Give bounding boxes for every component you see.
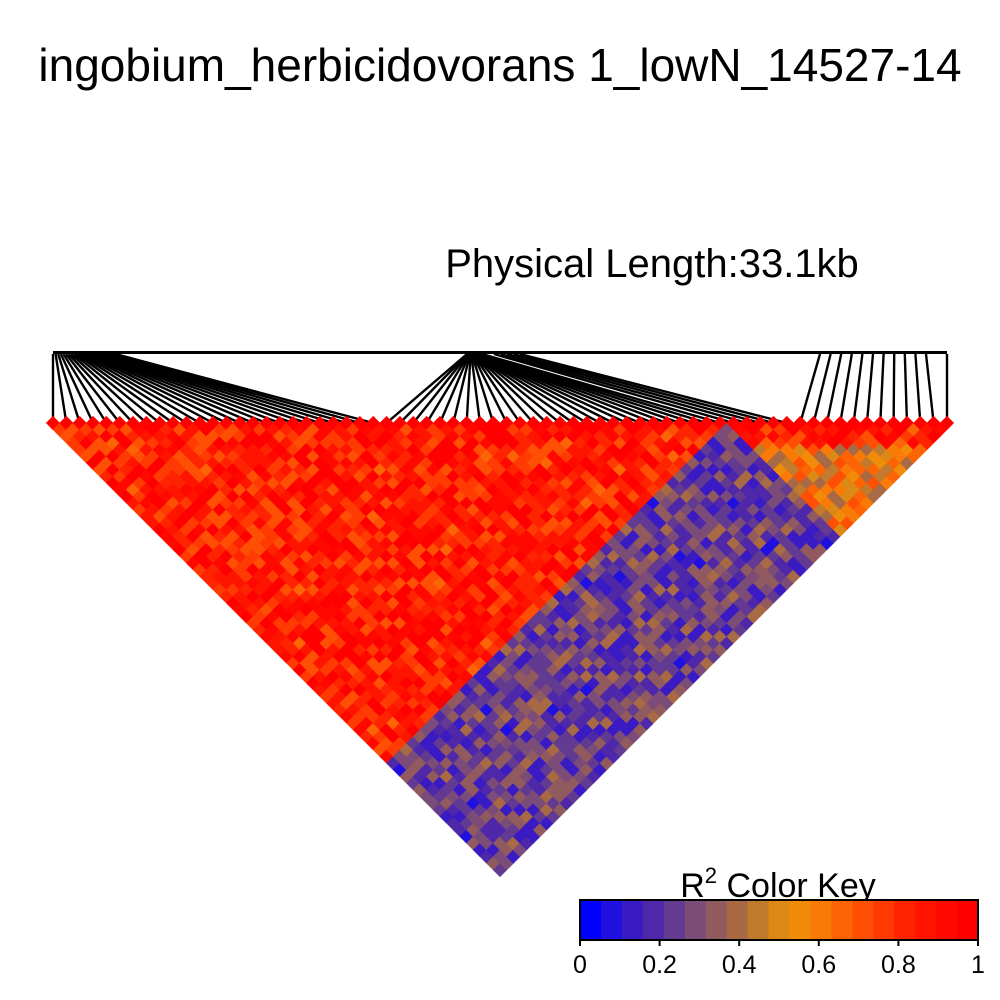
- color-key-swatches: [580, 900, 979, 940]
- snp-connector-line: [94, 352, 267, 425]
- color-key-swatch: [621, 900, 644, 940]
- color-key-swatch: [873, 900, 895, 940]
- color-key-tick-label: 0.6: [801, 951, 836, 979]
- snp-connector-line: [412, 353, 470, 424]
- snp-connector-line: [88, 352, 241, 425]
- color-key-ticks: 0 0.2 0.4 0.6 0.8 1: [573, 940, 985, 979]
- snp-connector-line: [99, 352, 294, 425]
- snp-connector-line: [54, 353, 68, 424]
- color-key-title-main: R: [680, 867, 705, 905]
- color-key-swatch: [642, 900, 665, 940]
- color-key-swatch: [789, 900, 811, 940]
- snp-connector-line: [493, 352, 734, 425]
- color-key: R2 Color Key 0 0.2 0.4 0.6 0.8 1: [573, 863, 985, 979]
- snp-connector-line: [107, 352, 334, 425]
- snp-connector-line: [57, 353, 81, 424]
- snp-connector-line: [812, 353, 832, 424]
- snp-connector-line: [472, 353, 535, 424]
- snp-connector-line: [73, 353, 161, 424]
- snp-connector-line: [470, 353, 482, 424]
- color-key-swatch: [915, 900, 937, 940]
- color-key-tick-label: 0.8: [881, 951, 916, 979]
- color-key-swatch: [852, 900, 874, 940]
- snp-connector-lines: [51, 352, 949, 425]
- chart-title: ingobium_herbicidovorans 1_lowN_14527-14: [38, 39, 962, 91]
- snp-connector-line: [91, 352, 254, 425]
- snp-connector-line: [80, 352, 201, 425]
- color-key-title-rest: Color Key: [717, 867, 876, 905]
- snp-connector-line: [914, 353, 922, 424]
- snp-connector-line: [470, 353, 495, 424]
- snp-connector-line: [852, 353, 864, 424]
- snp-connector-line: [519, 352, 788, 425]
- color-key-swatch: [831, 900, 853, 940]
- snp-connector-line: [865, 353, 875, 424]
- snp-connector-line: [513, 352, 774, 425]
- snp-connector-line: [62, 353, 108, 424]
- ld-cells: [45, 415, 955, 878]
- color-key-tick-label: 1: [971, 951, 985, 979]
- color-key-border: [579, 899, 979, 941]
- color-key-swatch: [726, 900, 749, 940]
- physical-length-label: Physical Length:33.1kb: [445, 242, 859, 286]
- snp-connector-line: [67, 353, 134, 424]
- snp-connector-line: [471, 353, 508, 424]
- snp-connector-line: [903, 353, 909, 424]
- snp-position-axis: [53, 351, 947, 354]
- snp-connector-line: [475, 352, 588, 425]
- color-key-swatch: [810, 900, 832, 940]
- color-key-title-sup: 2: [705, 863, 717, 888]
- color-key-swatch: [747, 900, 770, 940]
- snp-connector-line: [474, 353, 575, 424]
- color-key-title: R2 Color Key: [680, 863, 876, 905]
- snp-connector-line: [104, 352, 321, 425]
- snp-connector-line: [476, 352, 601, 425]
- snp-connector-line: [825, 353, 843, 424]
- snp-connector-line: [892, 353, 896, 424]
- color-key-tick-label: 0: [573, 951, 587, 979]
- color-key-tick-label: 0.4: [722, 951, 757, 979]
- snp-connector-line: [799, 353, 822, 424]
- snp-connector-line: [96, 352, 281, 425]
- snp-connector-line: [839, 353, 853, 424]
- color-key-swatch: [684, 900, 707, 940]
- snp-connector-line: [481, 352, 721, 425]
- snp-connector-line: [59, 353, 95, 424]
- snp-connector-line: [506, 352, 761, 425]
- color-key-swatch: [936, 900, 958, 940]
- snp-connector-line: [102, 352, 307, 425]
- color-key-tick-label: 0.2: [642, 951, 677, 979]
- color-key-swatch: [600, 900, 623, 940]
- color-key-swatch: [663, 900, 686, 940]
- snp-connector-line: [385, 353, 468, 424]
- snp-connector-line: [399, 353, 469, 424]
- snp-connector-line: [465, 353, 472, 424]
- color-key-swatch: [768, 900, 790, 940]
- snp-connector-line: [86, 352, 227, 425]
- color-key-swatch: [957, 900, 979, 940]
- snp-connector-line: [924, 353, 935, 424]
- snp-connector-line: [474, 353, 561, 424]
- snp-connector-line: [65, 353, 121, 424]
- snp-connector-line: [78, 352, 188, 425]
- color-key-swatch: [894, 900, 916, 940]
- ld-cell: [939, 415, 955, 431]
- snp-connector-line: [75, 353, 174, 424]
- color-key-swatch: [580, 900, 602, 940]
- snp-connector-line: [438, 353, 471, 424]
- snp-connector-line: [425, 353, 470, 424]
- snp-connector-line: [500, 352, 748, 425]
- snp-connector-line: [452, 353, 472, 424]
- snp-connector-line: [70, 353, 148, 424]
- snp-connector-line: [879, 353, 885, 424]
- snp-connector-line: [473, 353, 548, 424]
- snp-connector-line: [115, 352, 374, 425]
- snp-connector-line: [472, 353, 522, 424]
- color-key-swatch: [705, 900, 728, 940]
- snp-connector-line: [83, 352, 214, 425]
